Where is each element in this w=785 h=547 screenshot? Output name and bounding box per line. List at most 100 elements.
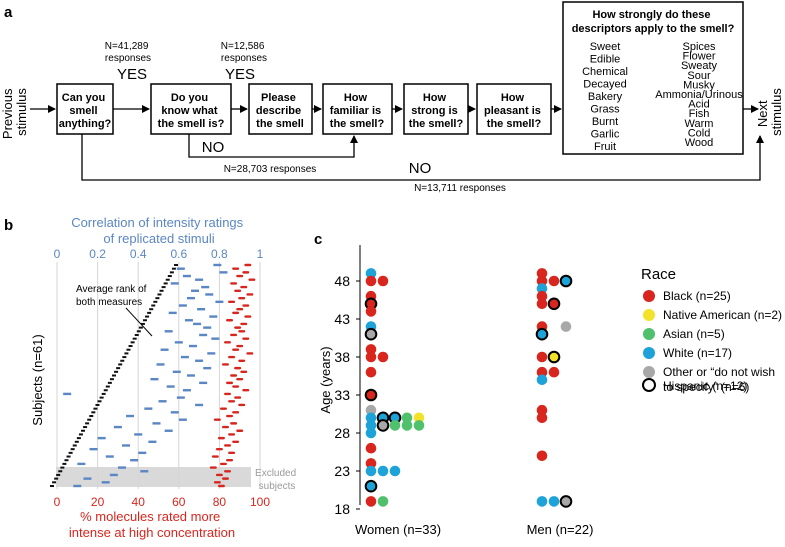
b-percent-mark [226, 319, 234, 322]
b-percent-mark [232, 311, 240, 315]
b-correlation-mark [215, 300, 224, 304]
b-correlation-mark [158, 400, 167, 403]
b-rank-mark [169, 271, 174, 274]
b-correlation-mark [186, 296, 195, 300]
b-correlation-mark [205, 293, 214, 296]
b-rank-mark [155, 297, 160, 300]
b-rank-mark [76, 437, 81, 440]
b-percent-mark [240, 370, 248, 374]
b-percent-mark [238, 403, 246, 407]
b-rank-mark [81, 429, 85, 432]
b-rank-mark [118, 363, 123, 366]
race-legend-label: Black (n=25) [663, 289, 731, 303]
age-dot [365, 275, 377, 287]
box-smell [56, 83, 114, 135]
b-rank-mark [134, 333, 139, 336]
box-pleasant-text: How pleasant is the smell? [484, 92, 544, 130]
panel-c: c Age (years) 18 23 28 33 38 43 48 Women (n=33… [314, 231, 782, 537]
yes2-count: N=12,586 responses [221, 41, 267, 64]
b-rank-mark [116, 367, 121, 370]
b-rank-mark [103, 389, 108, 392]
b-correlation-mark [156, 363, 165, 366]
descriptor-item: Sour [687, 70, 711, 82]
b-percent-mark [209, 466, 217, 469]
b-correlation-mark [113, 425, 122, 429]
age-dot [377, 496, 389, 507]
b-rank-mark [70, 448, 75, 451]
bottom-axis-title: % molecules rated more intense at high c… [69, 509, 235, 540]
b-percent-mark [221, 425, 229, 429]
b-rank-mark [74, 440, 79, 443]
b-percent-mark [226, 414, 234, 418]
box-pleasant [476, 83, 552, 135]
b-correlation-mark [186, 374, 195, 377]
b-rank-mark [78, 433, 83, 436]
b-percent-mark [230, 422, 238, 425]
b-correlation-mark [144, 407, 153, 410]
b-rank-mark [126, 348, 131, 351]
b-correlation-mark [168, 311, 177, 315]
men-label: Men (n=22) [527, 522, 594, 537]
b-correlation-mark [189, 344, 198, 348]
b-percent-mark [224, 392, 232, 396]
b-percent-mark [236, 344, 244, 348]
age-dot [536, 450, 548, 462]
b-percent-mark [230, 282, 238, 285]
b-rank-mark [136, 330, 141, 333]
b-correlation-mark [211, 337, 220, 340]
age-tick-label: 48 [334, 273, 350, 289]
b-percent-mark [213, 418, 221, 421]
b-correlation-mark [201, 285, 210, 289]
b-correlation-mark [199, 333, 208, 337]
b-rank-mark [153, 300, 158, 303]
b-percent-mark [228, 400, 236, 403]
b-correlation-mark [195, 278, 204, 281]
women-label: Women (n=33) [355, 522, 441, 537]
b-rank-mark [95, 403, 100, 406]
b-percent-mark [234, 289, 242, 292]
b-rank-mark [163, 282, 168, 285]
age-dot [536, 404, 548, 416]
b-rank-mark [54, 477, 59, 480]
b-percent-mark [228, 300, 236, 304]
descriptor-item: Fish [689, 108, 710, 120]
b-correlation-mark [138, 451, 147, 455]
b-correlation-mark [160, 348, 169, 351]
b-rank-mark [167, 275, 172, 278]
b-percent-mark [211, 455, 219, 458]
age-dot [377, 351, 389, 363]
b-percent-mark [213, 481, 221, 484]
b-rank-mark [140, 322, 145, 325]
b-percent-mark [228, 355, 236, 359]
b-correlation-marks [63, 263, 228, 488]
race-legend: Black (n=25) Native American (n=2) Asian (… [643, 289, 782, 394]
age-dot [536, 275, 548, 287]
age-dot [364, 327, 378, 341]
average-rank-label: Average rank of both measures [76, 284, 149, 308]
age-dot [536, 298, 548, 310]
b-correlation-mark [117, 466, 126, 469]
b-rank-mark [149, 308, 154, 311]
descriptor-item: Wood [685, 137, 714, 149]
panel-b: b Correlation of intensity ratings of re… [4, 215, 299, 540]
race-legend-label: Other or “do not wish [663, 365, 775, 379]
b-bottom-tick-label: 0 [54, 495, 61, 509]
excluded-band [56, 467, 251, 487]
b-correlation-mark [197, 308, 206, 311]
b-percent-mark [217, 436, 225, 440]
b-rank-mark [165, 278, 170, 281]
age-dot [535, 327, 549, 341]
b-rank-mark [145, 315, 150, 318]
b-correlation-mark [191, 289, 200, 292]
b-correlation-mark [170, 282, 179, 285]
b-correlation-mark [152, 422, 161, 425]
b-percent-mark [232, 267, 240, 270]
b-percent-mark [228, 451, 236, 455]
excluded-label: Excluded subjects [255, 468, 299, 492]
b-correlation-mark [148, 440, 157, 443]
age-dot [365, 458, 377, 469]
top-axis-title: Correlation of intensity ratings of repl… [71, 215, 247, 246]
b-correlation-mark [213, 263, 222, 267]
age-dot [365, 442, 377, 454]
b-percent-mark [232, 440, 240, 443]
